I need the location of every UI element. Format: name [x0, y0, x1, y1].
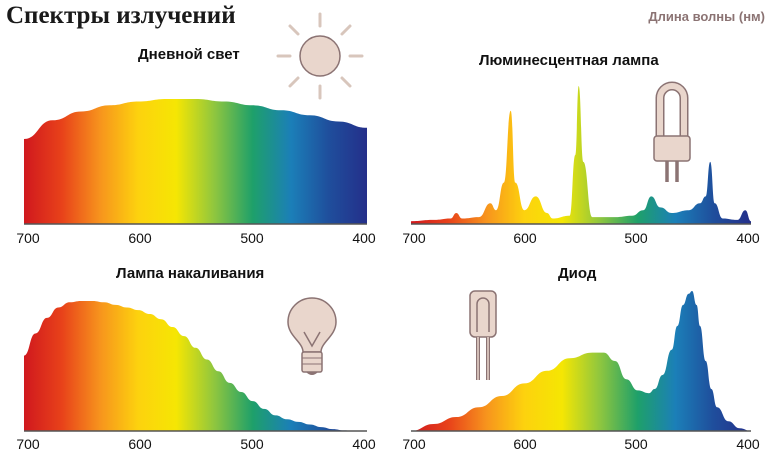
tick-label: 600	[513, 436, 537, 452]
tick-label: 400	[736, 436, 760, 452]
led-diode-icon	[469, 290, 497, 380]
spectrum-area	[411, 86, 751, 224]
tick-label: 400	[352, 230, 376, 246]
tick-label: 400	[352, 436, 376, 452]
tick-label: 400	[736, 230, 760, 246]
incandescent-bulb-icon	[287, 297, 337, 375]
tick-label: 500	[624, 230, 648, 246]
spectrum-area	[24, 301, 367, 431]
wavelength-unit-label: Длина волны (нм)	[648, 9, 765, 24]
sun-icon	[276, 12, 364, 100]
tick-label: 700	[16, 230, 40, 246]
fluorescent-title: Люминесцентная лампа	[479, 52, 659, 69]
tick-label: 700	[402, 436, 426, 452]
spectrum-area	[411, 291, 751, 431]
led-title: Диод	[558, 265, 597, 282]
tick-label: 600	[128, 230, 152, 246]
fluorescent-lamp-icon	[653, 81, 691, 182]
daylight-title: Дневной свет	[138, 46, 240, 63]
tick-label: 500	[240, 436, 264, 452]
tick-label: 600	[128, 436, 152, 452]
tick-label: 700	[16, 436, 40, 452]
tick-label: 500	[240, 230, 264, 246]
page-title: Спектры излучений	[6, 2, 236, 29]
spectrum-area	[24, 99, 367, 224]
tick-label: 600	[513, 230, 537, 246]
tick-label: 500	[624, 436, 648, 452]
incandescent-title: Лампа накаливания	[116, 265, 265, 282]
tick-label: 700	[402, 230, 426, 246]
